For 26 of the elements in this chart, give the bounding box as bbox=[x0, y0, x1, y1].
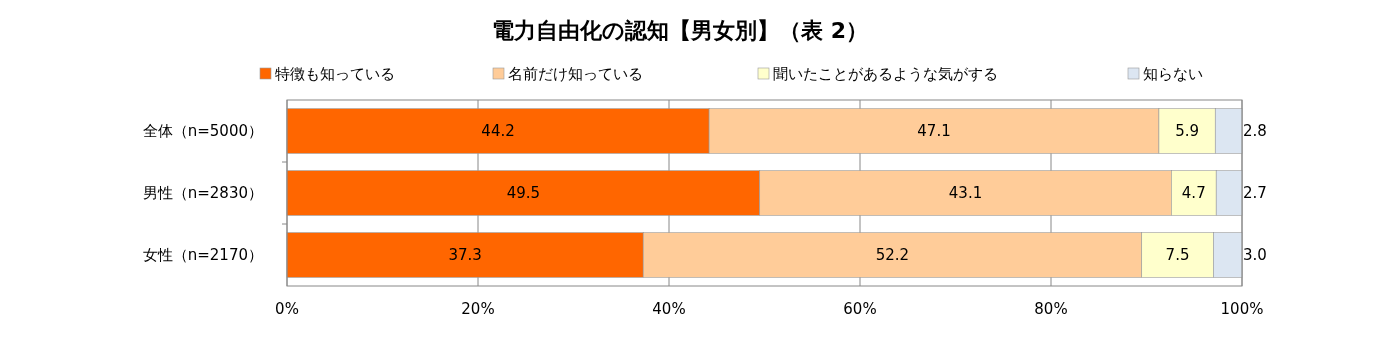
chart-title: 電力自由化の認知【男女別】（表 2） bbox=[492, 18, 868, 43]
legend-label: 特徴も知っている bbox=[275, 65, 395, 84]
data-label: 43.1 bbox=[948, 184, 983, 203]
x-tick-label: 60% bbox=[843, 300, 877, 318]
data-label: 3.0 bbox=[1243, 246, 1267, 265]
data-label: 2.8 bbox=[1243, 122, 1267, 141]
data-label: 2.7 bbox=[1243, 184, 1267, 203]
x-tick-label: 40% bbox=[652, 300, 686, 318]
y-tick-label: 女性（n=2170） bbox=[142, 246, 263, 265]
x-tick-label: 80% bbox=[1034, 300, 1068, 318]
legend-label: 知らない bbox=[1143, 65, 1203, 84]
y-tick-label: 全体（n=5000） bbox=[142, 122, 263, 141]
x-tick-label: 20% bbox=[461, 300, 495, 318]
legend-label: 聞いたことがあるような気がする bbox=[773, 65, 998, 84]
data-label: 37.3 bbox=[448, 246, 482, 265]
data-label: 44.2 bbox=[481, 122, 515, 141]
y-tick-label: 男性（n=2830） bbox=[142, 184, 263, 203]
data-label: 47.1 bbox=[917, 122, 951, 141]
data-label: 52.2 bbox=[875, 246, 910, 265]
data-label: 5.9 bbox=[1175, 122, 1200, 141]
x-tick-label: 100% bbox=[1220, 300, 1264, 318]
x-tick-label: 0% bbox=[275, 300, 299, 318]
data-label: 7.5 bbox=[1165, 246, 1190, 265]
data-label: 49.5 bbox=[506, 184, 541, 203]
data-label: 4.7 bbox=[1181, 184, 1206, 203]
legend-label: 名前だけ知っている bbox=[508, 65, 643, 84]
